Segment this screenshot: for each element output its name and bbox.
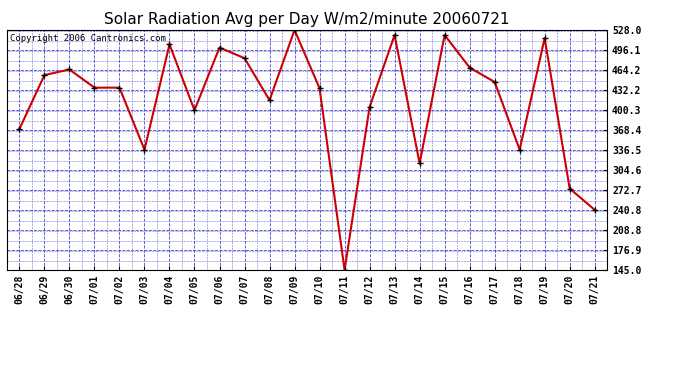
Title: Solar Radiation Avg per Day W/m2/minute 20060721: Solar Radiation Avg per Day W/m2/minute … xyxy=(104,12,510,27)
Text: Copyright 2006 Cantronics.com: Copyright 2006 Cantronics.com xyxy=(10,34,166,43)
